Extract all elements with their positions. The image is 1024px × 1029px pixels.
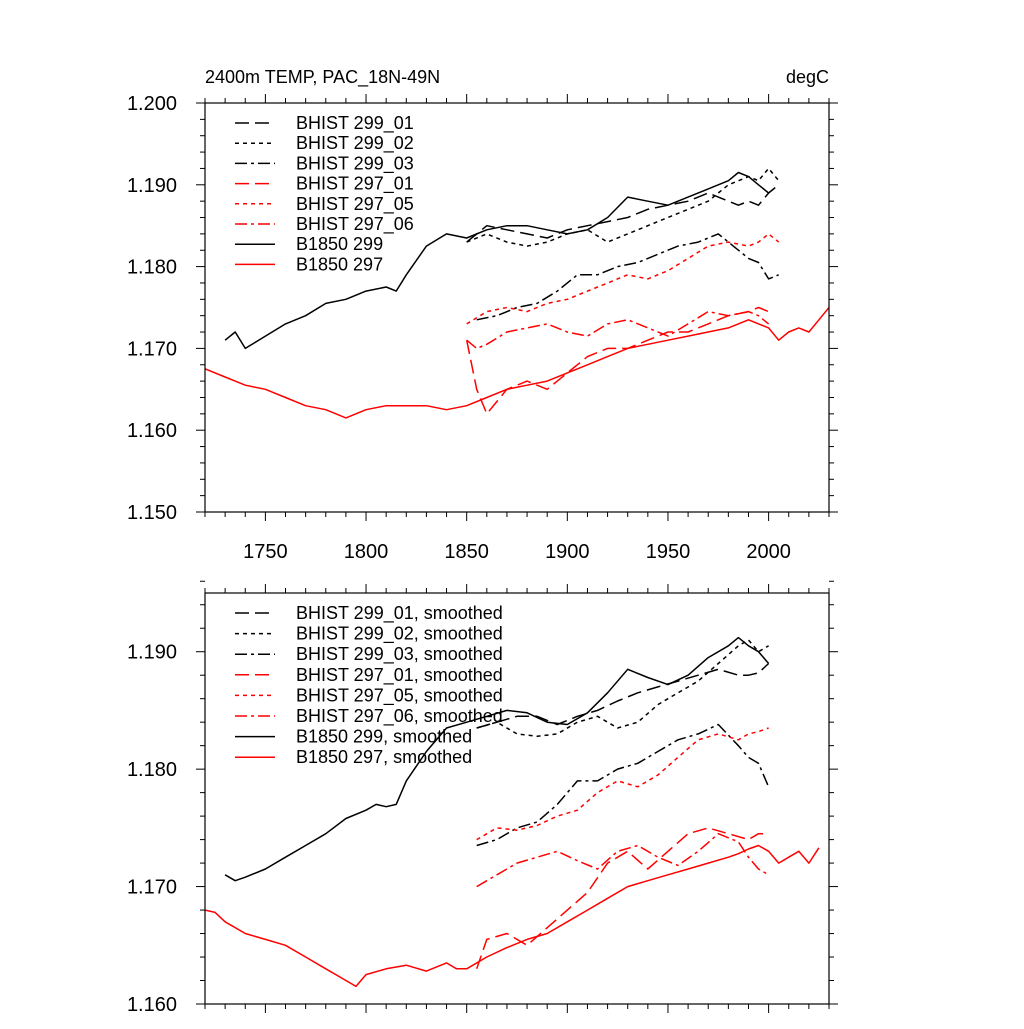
panel1-x-tick-label: 2000 — [746, 541, 791, 563]
panel1-series-7-line — [224, 171, 770, 350]
panel2-y-tick-label: 1.190 — [127, 642, 177, 664]
panel2-series-5-line — [476, 727, 769, 841]
panel1-series-5-line — [466, 233, 780, 325]
panel1-legend-label-7: B1850 299 — [296, 234, 383, 254]
panel2-y-tick-label: 1.180 — [127, 759, 177, 781]
panel1: 1750 1800 1850 1900 1950 2000 1.150 1.160 1.170 1… — [127, 67, 838, 563]
panel2-legend-label-5: BHIST 297_05, smoothed — [296, 685, 503, 706]
panel1-legend-label-1: BHIST 299_01 — [296, 113, 414, 134]
panel1-legend-label-2: BHIST 299_02 — [296, 133, 414, 154]
panel1-series-6-line — [466, 310, 770, 350]
panel2-series-8-line — [205, 844, 820, 988]
panel1-y-tick-label: 1.160 — [127, 420, 177, 442]
panel1-series-3-line — [476, 233, 779, 321]
panel2-series-2-line — [476, 639, 769, 738]
panel1-y-tick-label: 1.200 — [127, 93, 177, 115]
panel2-legend-label-6: BHIST 297_06, smoothed — [296, 706, 503, 727]
panel1-y-tick-label: 1.170 — [127, 338, 177, 360]
panel2-legend-label-8: B1850 297, smoothed — [296, 747, 472, 767]
panel2-series-4-line — [475, 827, 769, 970]
panel2-y-tick-label: 1.160 — [127, 994, 177, 1016]
panel1-legend-label-6: BHIST 297_06 — [296, 214, 414, 235]
panel2-series-lines — [205, 636, 820, 988]
panel1-series-lines — [205, 167, 829, 419]
panel1-legend-label-8: B1850 297 — [296, 254, 383, 274]
panel1-legend-label-5: BHIST 297_05 — [296, 194, 414, 215]
panel1-x-tick-label: 1950 — [646, 541, 691, 563]
panel2: 1.160 1.170 1.180 1.190 BHIST 299_01, smooth… — [127, 580, 838, 1016]
panel1-title: 2400m TEMP, PAC_18N-49N — [205, 67, 440, 88]
panel2-legend-label-3: BHIST 299_03, smoothed — [296, 644, 503, 665]
panel2-legend-label-1: BHIST 299_01, smoothed — [296, 603, 503, 624]
panel2-plot-frame — [204, 592, 830, 1005]
panel1-x-tick-label: 1850 — [444, 541, 489, 563]
panel2-y-tick-label: 1.170 — [127, 877, 177, 899]
panel2-series-6-line — [476, 832, 769, 888]
panel1-series-2-line — [466, 167, 780, 247]
panel2-legend-label-7: B1850 299, smoothed — [296, 727, 472, 747]
panel1-series-4-line — [465, 306, 769, 415]
panel1-y-tick-label: 1.190 — [127, 175, 177, 197]
panel2-series-7-line — [224, 636, 770, 882]
panel1-legend-label-3: BHIST 299_03 — [296, 153, 414, 174]
panel2-legend-label-2: BHIST 299_02, smoothed — [296, 624, 503, 645]
panel1-x-tick-label: 1800 — [344, 541, 389, 563]
panel1-series-1-line — [466, 184, 780, 243]
panel1-units: degC — [786, 67, 829, 87]
panel2-series-3-line — [476, 723, 770, 847]
panel1-y-tick-label: 1.180 — [127, 257, 177, 279]
panel1-x-tick-label: 1750 — [243, 541, 288, 563]
panel1-plot-frame — [204, 102, 830, 513]
panel1-series-8-line — [205, 307, 829, 419]
panel2-series-1-line — [476, 662, 770, 729]
panel1-x-tick-label: 1900 — [545, 541, 590, 563]
panel1-y-tick-label: 1.150 — [127, 502, 177, 524]
panel1-legend-label-4: BHIST 297_01 — [296, 174, 414, 195]
panel2-legend-label-4: BHIST 297_01, smoothed — [296, 665, 503, 686]
